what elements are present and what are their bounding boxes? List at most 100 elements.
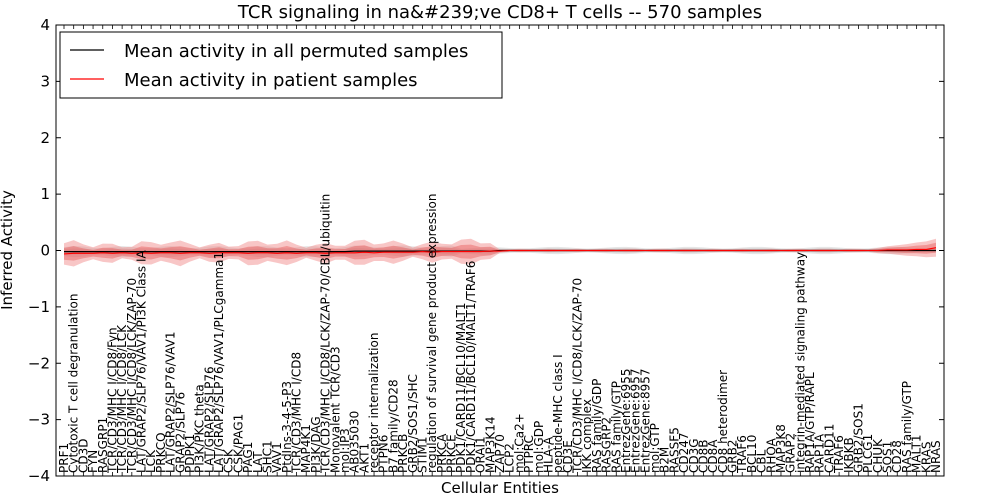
category-label: VAV1 (270, 442, 284, 473)
category-label: TCR/CD3/MHC I/CD8/Fyn (105, 327, 119, 474)
y-tick-label: −1 (28, 298, 50, 316)
category-label: PLCG1 (861, 434, 875, 473)
category-label: CD3D (76, 439, 90, 474)
category-label: CD3E (561, 440, 575, 473)
category-label: LAT/GRAP2/SLP76/VAV1/PLCgamma1 (212, 252, 226, 473)
category-label: MAP3K14 (483, 416, 497, 473)
legend-label-patient: Mean activity in patient samples (124, 70, 418, 91)
category-label: CD8B (697, 440, 711, 474)
category-label: LAT/GRAP2/SLP76/VAV1/PI3K Class IA (135, 249, 149, 473)
patient-band-outer (64, 238, 936, 267)
category-label: CD247 (677, 432, 691, 473)
category-label: TCR/CD3/MHC I/CD8/LCK (115, 324, 129, 474)
category-label: FYN (86, 450, 100, 473)
category-label: LAT (251, 451, 265, 473)
y-tick-label: 0 (40, 242, 50, 260)
category-label: TCR/CD3/MHC I/CD8/LCK/ZAP-70 (125, 278, 139, 474)
chart-title: TCR signaling in na&#239;ve CD8+ T cells… (237, 2, 762, 23)
category-label: CSK (222, 448, 236, 473)
category-label: IKK complex (580, 399, 594, 473)
category-label: RAS family/GTP (900, 381, 914, 473)
category-label: GRB2 (726, 439, 740, 473)
category-label: mol:GTP (648, 423, 662, 473)
category-label: CHUK (871, 438, 885, 473)
category-label: LCK (144, 449, 158, 473)
category-label: LAT/GRAP2/SLP76 (202, 366, 216, 473)
category-label: CARD11 (822, 424, 836, 473)
legend-box (59, 31, 503, 99)
category-label: integrin-mediated signaling pathway (793, 252, 807, 473)
category-label: MAP3K8 (774, 424, 788, 473)
category-label: IKBKB (842, 437, 856, 473)
category-label: CD28 (890, 440, 904, 473)
category-label: MAP4K1 (299, 424, 313, 473)
series-line-patient (63, 247, 937, 255)
y-tick-label: −2 (28, 354, 50, 372)
x-axis-ticks (63, 25, 937, 476)
category-label: EntrezGene:6957 (629, 369, 643, 474)
x-axis-label: Cellular Entities (441, 479, 559, 497)
category-label: GRAP2 (784, 433, 798, 473)
category-label: mol:GDP (532, 421, 546, 473)
category-label: TCR/CD3/MHC I/CD8 (290, 352, 304, 474)
category-label: PI3K/PKC theta (193, 384, 207, 473)
y-tick-label: 4 (40, 16, 50, 34)
category-label: STIM1 (416, 437, 430, 473)
category-label: TRAF6 (832, 435, 846, 474)
category-label: RASGRP1 (96, 417, 110, 473)
category-label: RHOA (764, 437, 778, 473)
category-label: Cytotoxic T cell degranulation (67, 294, 81, 473)
category-label: PRKCA (435, 433, 449, 473)
category-label: PDPK1 (183, 434, 197, 473)
category-label: B7 family/CD28 (386, 379, 400, 473)
category-label: PRF1 (57, 443, 71, 473)
category-label: receptor internalization (367, 333, 381, 473)
series-lines (63, 247, 937, 255)
category-label: CSK/PAG1 (231, 414, 245, 473)
category-label: GRB2/SOS1/SHC (406, 374, 420, 473)
category-label: ORAI1 (474, 436, 488, 473)
category-label: EntrezGene:8957 (638, 369, 652, 474)
category-label: mol:Ca2+ (512, 413, 526, 473)
category-label: BCL10 (745, 435, 759, 473)
category-label: SOS1 (881, 441, 895, 473)
y-axis: 4 3 2 1 0 −1 −2 −3 −4 (28, 16, 944, 485)
y-tick-label: −4 (28, 467, 50, 485)
category-label: B2M (658, 447, 672, 473)
category-label: AB035030 (348, 411, 362, 473)
y-axis-label: Inferred Activity (0, 190, 16, 310)
category-label: RAS family/GTP (609, 381, 623, 473)
category-label: PDK1/CARD11/BCL10/MALT1/TRAF6 (464, 261, 478, 473)
category-label: GRB2/SOS1 (852, 403, 866, 473)
category-label: CD3G (687, 438, 701, 473)
category-label: Monovalent TCR/CD3 (328, 346, 342, 473)
category-label: RAP1A (813, 433, 827, 473)
category-label: PI3K/DAG (309, 416, 323, 473)
category-label: KRAS (919, 441, 933, 473)
category-label: TRAF6 (735, 435, 749, 474)
category-label: PTPRC (522, 435, 536, 473)
category-label: SHC1 (261, 440, 275, 473)
category-label: EntrezGene:6955 (619, 369, 633, 474)
y-tick-label: −3 (28, 411, 50, 429)
category-label: PRKCQ (154, 432, 168, 473)
category-label: HLA-A (541, 436, 555, 473)
legend-label-permuted: Mean activity in all permuted samples (124, 41, 468, 62)
category-label: CD8 heterodimer (716, 370, 730, 473)
category-label: ZAP70 (493, 434, 507, 473)
category-label: RASGRP2 (600, 417, 614, 473)
category-label: MALT1 (910, 434, 924, 473)
category-label: PRKCE (445, 434, 459, 473)
category-label: peptide-MHC class I (551, 354, 565, 473)
category-label: LCP2 (503, 443, 517, 473)
category-label: GRAP2/SLP76 (173, 392, 187, 473)
category-label: mol:IP3 (338, 428, 352, 473)
legend: Mean activity in all permuted samples Me… (59, 31, 503, 99)
category-label: NRAS (929, 440, 943, 473)
category-label: TCR/CD3/MHC I/CD8/LCK/ZAP-70/CBL/ubiquit… (319, 194, 333, 474)
category-label: PRKCB (396, 434, 410, 473)
category-label: CD8A (706, 439, 720, 473)
category-label: PDK1/CARD11/BCL10/MALT1 (454, 303, 468, 473)
